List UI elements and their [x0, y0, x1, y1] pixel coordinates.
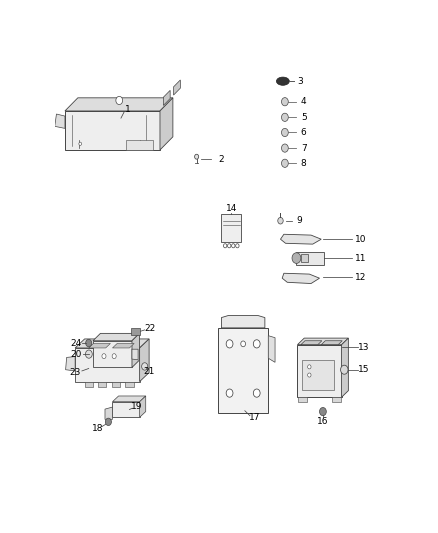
Polygon shape — [126, 140, 153, 150]
Polygon shape — [321, 341, 342, 345]
Text: 24: 24 — [70, 338, 81, 348]
Circle shape — [320, 407, 326, 416]
Polygon shape — [113, 402, 140, 417]
Text: 5: 5 — [301, 113, 307, 122]
Polygon shape — [163, 90, 170, 106]
Polygon shape — [222, 316, 265, 328]
Text: 21: 21 — [143, 367, 155, 376]
Circle shape — [140, 142, 143, 146]
Circle shape — [241, 341, 246, 347]
Polygon shape — [302, 360, 334, 391]
Circle shape — [236, 244, 239, 248]
Text: 9: 9 — [296, 216, 302, 225]
Circle shape — [307, 373, 311, 377]
Polygon shape — [140, 339, 149, 382]
Circle shape — [85, 350, 92, 358]
Polygon shape — [218, 328, 268, 413]
Polygon shape — [105, 407, 113, 419]
Polygon shape — [332, 397, 341, 402]
Text: 8: 8 — [301, 159, 307, 168]
Text: 4: 4 — [301, 97, 307, 106]
Polygon shape — [113, 396, 146, 402]
Polygon shape — [55, 114, 65, 128]
Ellipse shape — [276, 77, 290, 85]
Circle shape — [307, 365, 311, 369]
Text: 13: 13 — [358, 343, 369, 352]
Polygon shape — [93, 341, 132, 367]
Circle shape — [141, 363, 148, 370]
Polygon shape — [268, 336, 275, 362]
Text: 15: 15 — [358, 365, 369, 374]
Text: 22: 22 — [144, 324, 155, 333]
Text: 3: 3 — [297, 77, 303, 86]
Circle shape — [116, 96, 123, 104]
Circle shape — [292, 253, 301, 263]
Polygon shape — [98, 382, 106, 386]
Polygon shape — [301, 341, 322, 345]
Polygon shape — [280, 235, 321, 244]
Circle shape — [105, 418, 111, 425]
Circle shape — [79, 142, 81, 146]
Text: 11: 11 — [354, 254, 366, 263]
Polygon shape — [140, 396, 146, 417]
Polygon shape — [342, 338, 348, 397]
Circle shape — [282, 128, 288, 136]
Polygon shape — [93, 334, 139, 341]
Polygon shape — [85, 382, 93, 386]
Circle shape — [282, 159, 288, 167]
Text: 17: 17 — [249, 413, 260, 422]
Polygon shape — [298, 397, 307, 402]
Text: 20: 20 — [70, 350, 81, 359]
Circle shape — [282, 113, 288, 122]
Circle shape — [223, 244, 227, 248]
Circle shape — [102, 354, 106, 359]
Text: 2: 2 — [218, 155, 224, 164]
Polygon shape — [221, 214, 241, 243]
Polygon shape — [113, 343, 134, 348]
Circle shape — [278, 217, 283, 224]
Polygon shape — [173, 80, 180, 95]
Polygon shape — [112, 382, 120, 386]
Polygon shape — [65, 111, 160, 150]
Polygon shape — [132, 334, 139, 367]
Circle shape — [341, 365, 348, 374]
Text: 6: 6 — [301, 128, 307, 137]
Circle shape — [282, 144, 288, 152]
Circle shape — [253, 340, 260, 348]
Polygon shape — [300, 254, 308, 262]
Circle shape — [194, 154, 199, 159]
Text: 1: 1 — [125, 106, 131, 115]
Text: 19: 19 — [131, 402, 142, 411]
Polygon shape — [125, 382, 134, 386]
Circle shape — [86, 340, 92, 347]
Text: 23: 23 — [70, 368, 81, 377]
Polygon shape — [131, 328, 140, 335]
Circle shape — [226, 340, 233, 348]
Circle shape — [282, 98, 288, 106]
Polygon shape — [75, 348, 140, 382]
Text: 10: 10 — [354, 235, 366, 244]
Circle shape — [227, 244, 231, 248]
Text: 12: 12 — [355, 273, 366, 282]
Circle shape — [226, 389, 233, 397]
Polygon shape — [88, 343, 110, 348]
Polygon shape — [297, 338, 348, 345]
Text: 16: 16 — [317, 416, 328, 425]
Polygon shape — [297, 252, 324, 265]
Polygon shape — [297, 345, 342, 397]
Text: 7: 7 — [301, 143, 307, 152]
Polygon shape — [75, 339, 149, 348]
Text: 14: 14 — [226, 204, 237, 213]
Polygon shape — [160, 98, 173, 150]
Polygon shape — [282, 273, 320, 284]
Text: 18: 18 — [92, 424, 104, 433]
Circle shape — [232, 244, 235, 248]
Circle shape — [253, 389, 260, 397]
Circle shape — [112, 354, 116, 359]
Polygon shape — [132, 349, 138, 360]
Polygon shape — [65, 98, 173, 111]
Polygon shape — [66, 357, 75, 371]
